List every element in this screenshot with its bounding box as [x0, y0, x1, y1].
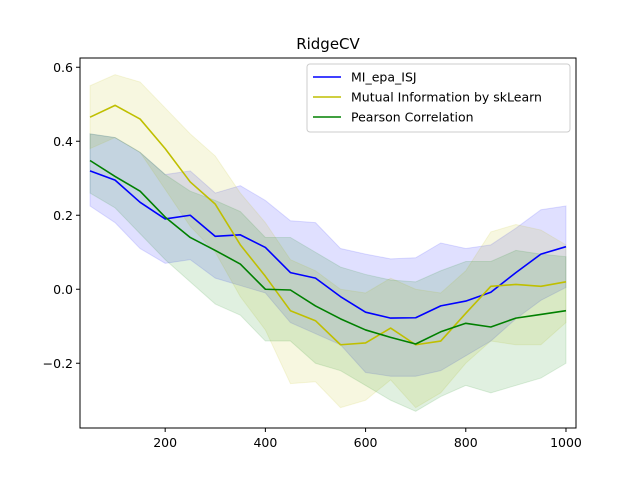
band-series-3 — [89, 133, 567, 412]
series-lines — [89, 104, 567, 346]
band-series-1 — [89, 133, 567, 377]
x-tick-label: 600 — [354, 435, 378, 450]
line-series-1 — [89, 170, 567, 319]
confidence-bands — [89, 74, 567, 412]
legend-label: Pearson Correlation — [351, 110, 474, 125]
legend-label: MI_epa_ISJ — [351, 70, 417, 85]
plot-frame — [79, 57, 577, 429]
y-tick-label: 0.0 — [53, 282, 73, 297]
legend: MI_epa_ISJ Mutual Information by skLearn P… — [306, 63, 571, 133]
x-tick-label: 1000 — [550, 435, 582, 450]
x-tick-label: 400 — [253, 435, 277, 450]
y-axis: −0.2 0.0 0.2 0.4 0.6 — [43, 60, 80, 371]
x-tick-label: 800 — [454, 435, 478, 450]
legend-box — [306, 63, 571, 133]
x-tick-label: 200 — [153, 435, 177, 450]
y-tick-label: 0.6 — [53, 60, 73, 75]
y-tick-label: 0.4 — [53, 134, 73, 149]
y-tick-label: 0.2 — [53, 208, 73, 223]
line-series-2 — [89, 104, 567, 346]
band-series-2 — [89, 74, 567, 409]
y-tick-label: −0.2 — [43, 356, 73, 371]
x-axis: 200 400 600 800 1000 — [153, 428, 582, 450]
legend-label: Mutual Information by skLearn — [351, 90, 542, 105]
line-series-3 — [89, 159, 567, 345]
chart-title: RidgeCV — [296, 35, 360, 53]
